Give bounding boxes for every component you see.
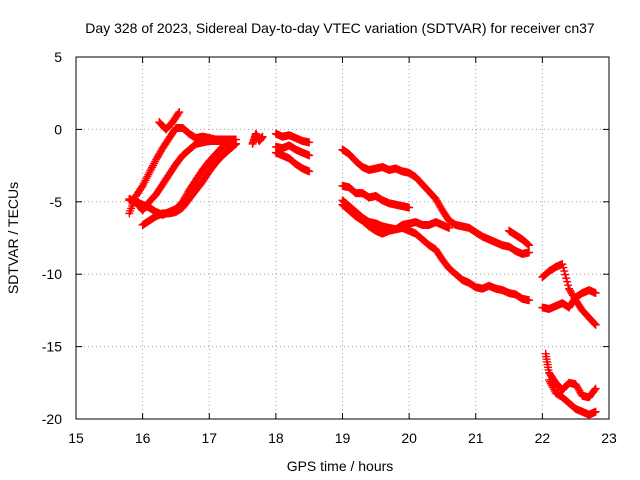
y-tick-label: -20 (42, 411, 62, 427)
chart-title: Day 328 of 2023, Sidereal Day-to-day VTE… (85, 20, 595, 36)
x-tick-label: 18 (268, 430, 284, 446)
y-tick-label: -10 (42, 266, 62, 282)
data-point (561, 270, 570, 279)
data-point (564, 281, 573, 290)
series-track-13 (505, 226, 534, 250)
x-tick-label: 21 (468, 430, 484, 446)
data-point (141, 176, 150, 185)
series-track-11 (338, 196, 534, 305)
data-point (139, 180, 148, 189)
x-axis-tick-labels: 15 16 17 18 19 20 21 22 23 (68, 430, 617, 446)
x-tick-label: 15 (68, 430, 84, 446)
data-point (146, 166, 155, 175)
x-tick-label: 17 (201, 430, 217, 446)
data-point (545, 377, 554, 386)
data-point (143, 172, 152, 181)
data-point (140, 178, 149, 187)
series-track-10 (338, 181, 414, 212)
data-point (524, 240, 533, 249)
x-tick-label: 19 (335, 430, 351, 446)
series-track-16 (541, 349, 600, 402)
data-point (563, 277, 572, 286)
data-point (142, 174, 151, 183)
y-tick-label: 5 (54, 49, 62, 65)
data-point (144, 170, 153, 179)
data-point (591, 407, 600, 416)
data-point (525, 241, 534, 250)
data-point (175, 108, 184, 117)
data-point (525, 248, 534, 257)
data-point (591, 320, 600, 329)
data-point (591, 384, 600, 393)
data-point (558, 260, 567, 269)
data-point (547, 381, 556, 390)
data-point (590, 319, 599, 328)
series-track-9 (338, 145, 534, 258)
data-point (549, 385, 558, 394)
data-point (560, 267, 569, 276)
data-point (147, 165, 156, 174)
data-point (545, 375, 554, 384)
y-tick-label: -15 (42, 339, 62, 355)
data-point (546, 379, 555, 388)
series-track-5 (248, 129, 267, 148)
data-point (258, 132, 267, 141)
data-point (548, 383, 557, 392)
series-track-1b (155, 108, 184, 134)
data-point (523, 239, 532, 248)
data-point (145, 168, 154, 177)
data-point (149, 161, 158, 170)
data-point (305, 151, 314, 160)
series-track-7 (271, 141, 314, 160)
data-point (405, 203, 414, 212)
data-point (562, 274, 571, 283)
data-point (590, 385, 599, 394)
axis-ticks (75, 56, 610, 420)
series-track-15 (538, 286, 600, 313)
data-point (305, 167, 314, 176)
data-point (150, 157, 159, 166)
x-tick-label: 20 (401, 430, 417, 446)
grid (76, 57, 609, 419)
y-tick-label: 0 (54, 121, 62, 137)
data-point (230, 140, 239, 149)
x-axis-label: GPS time / hours (287, 458, 394, 474)
data-point (525, 296, 534, 305)
data-point (174, 109, 183, 118)
data-point (148, 163, 157, 172)
data-point (229, 141, 238, 150)
data-point (591, 289, 600, 298)
series-track-6 (271, 129, 314, 147)
series-track-17 (545, 375, 600, 419)
y-axis-label: SDTVAR / TECUs (5, 182, 21, 294)
data-point (150, 159, 159, 168)
data-point (559, 263, 568, 272)
data-series (125, 108, 600, 419)
x-tick-label: 16 (135, 430, 151, 446)
series-track-8 (271, 148, 314, 176)
data-point (305, 138, 314, 147)
x-tick-label: 23 (601, 430, 617, 446)
y-tick-label: -5 (50, 194, 63, 210)
series-track-12 (338, 200, 454, 238)
data-point (231, 139, 240, 148)
series-track-1a (125, 123, 194, 218)
x-tick-label: 22 (535, 430, 551, 446)
data-point (445, 223, 454, 232)
series-track-4 (138, 139, 240, 229)
data-point (138, 181, 147, 190)
y-axis-tick-labels: 5 0 -5 -10 -15 -20 (42, 49, 62, 427)
